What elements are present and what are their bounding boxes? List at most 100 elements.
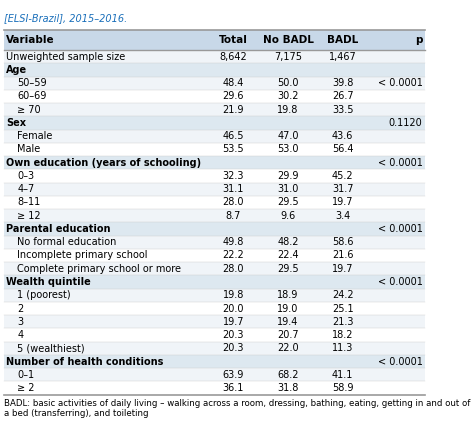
FancyBboxPatch shape	[4, 90, 425, 103]
Text: 48.4: 48.4	[223, 78, 244, 88]
Text: Number of health conditions: Number of health conditions	[7, 357, 164, 367]
Text: 28.0: 28.0	[223, 198, 244, 207]
Text: 46.5: 46.5	[223, 131, 244, 141]
Text: 26.7: 26.7	[332, 92, 354, 101]
FancyBboxPatch shape	[4, 329, 425, 342]
Text: 20.7: 20.7	[277, 330, 299, 340]
FancyBboxPatch shape	[4, 169, 425, 183]
Text: 21.3: 21.3	[332, 317, 354, 327]
Text: 5 (wealthiest): 5 (wealthiest)	[17, 343, 85, 353]
Text: Female: Female	[17, 131, 53, 141]
Text: 28.0: 28.0	[223, 264, 244, 274]
FancyBboxPatch shape	[4, 289, 425, 302]
Text: Complete primary school or more: Complete primary school or more	[17, 264, 181, 274]
Text: 8,642: 8,642	[219, 52, 247, 61]
Text: 58.9: 58.9	[332, 383, 354, 393]
Text: ≥ 12: ≥ 12	[17, 211, 41, 221]
Text: 19.8: 19.8	[277, 105, 299, 114]
Text: 20.3: 20.3	[223, 330, 244, 340]
Text: Sex: Sex	[7, 118, 27, 128]
Text: Unweighted sample size: Unweighted sample size	[7, 52, 126, 61]
Text: < 0.0001: < 0.0001	[378, 224, 422, 234]
Text: 7,175: 7,175	[274, 52, 302, 61]
Text: 31.8: 31.8	[277, 383, 299, 393]
Text: 19.4: 19.4	[277, 317, 299, 327]
Text: 9.6: 9.6	[281, 211, 296, 221]
Text: 58.6: 58.6	[332, 237, 354, 247]
FancyBboxPatch shape	[4, 302, 425, 315]
FancyBboxPatch shape	[4, 275, 425, 289]
Text: < 0.0001: < 0.0001	[378, 78, 422, 88]
Text: 18.9: 18.9	[277, 290, 299, 300]
Text: 8.7: 8.7	[226, 211, 241, 221]
Text: 29.9: 29.9	[277, 171, 299, 181]
Text: 19.7: 19.7	[332, 198, 354, 207]
FancyBboxPatch shape	[4, 103, 425, 116]
Text: 4–7: 4–7	[17, 184, 35, 194]
Text: [ELSI-Brazil], 2015–2016.: [ELSI-Brazil], 2015–2016.	[4, 13, 128, 23]
Text: 32.3: 32.3	[223, 171, 244, 181]
Text: Own education (years of schooling): Own education (years of schooling)	[7, 158, 201, 167]
Text: 0–3: 0–3	[17, 171, 34, 181]
Text: ≥ 2: ≥ 2	[17, 383, 35, 393]
Text: 68.2: 68.2	[277, 370, 299, 380]
Text: < 0.0001: < 0.0001	[378, 277, 422, 287]
Text: 20.0: 20.0	[223, 304, 244, 313]
Text: 22.4: 22.4	[277, 251, 299, 260]
Text: No formal education: No formal education	[17, 237, 117, 247]
Text: 24.2: 24.2	[332, 290, 354, 300]
FancyBboxPatch shape	[4, 183, 425, 196]
Text: Male: Male	[17, 145, 40, 154]
Text: 29.5: 29.5	[277, 198, 299, 207]
Text: ≥ 70: ≥ 70	[17, 105, 41, 114]
FancyBboxPatch shape	[4, 382, 425, 395]
Text: 36.1: 36.1	[223, 383, 244, 393]
FancyBboxPatch shape	[4, 196, 425, 209]
FancyBboxPatch shape	[4, 262, 425, 275]
FancyBboxPatch shape	[4, 156, 425, 169]
Text: BADL: basic activities of daily living – walking across a room, dressing, bathin: BADL: basic activities of daily living –…	[4, 399, 471, 418]
Text: 30.2: 30.2	[277, 92, 299, 101]
Text: 29.6: 29.6	[223, 92, 244, 101]
Text: 19.7: 19.7	[332, 264, 354, 274]
Text: 21.9: 21.9	[223, 105, 244, 114]
Text: BADL: BADL	[327, 35, 358, 45]
Text: 21.6: 21.6	[332, 251, 354, 260]
Text: 0–1: 0–1	[17, 370, 34, 380]
Text: 41.1: 41.1	[332, 370, 353, 380]
Text: 53.5: 53.5	[223, 145, 244, 154]
Text: 22.0: 22.0	[277, 343, 299, 353]
FancyBboxPatch shape	[4, 249, 425, 262]
FancyBboxPatch shape	[4, 222, 425, 236]
Text: Age: Age	[7, 65, 27, 75]
Text: 43.6: 43.6	[332, 131, 353, 141]
Text: Wealth quintile: Wealth quintile	[7, 277, 91, 287]
Text: Total: Total	[219, 35, 248, 45]
Text: 2: 2	[17, 304, 23, 313]
FancyBboxPatch shape	[4, 209, 425, 222]
FancyBboxPatch shape	[4, 236, 425, 249]
Text: 3.4: 3.4	[335, 211, 350, 221]
FancyBboxPatch shape	[4, 143, 425, 156]
Text: 63.9: 63.9	[223, 370, 244, 380]
Text: 8–11: 8–11	[17, 198, 40, 207]
FancyBboxPatch shape	[4, 50, 425, 63]
FancyBboxPatch shape	[4, 342, 425, 355]
FancyBboxPatch shape	[4, 116, 425, 130]
Text: 47.0: 47.0	[277, 131, 299, 141]
Text: 60–69: 60–69	[17, 92, 46, 101]
Text: 50–59: 50–59	[17, 78, 47, 88]
Text: 31.0: 31.0	[277, 184, 299, 194]
Text: 19.0: 19.0	[277, 304, 299, 313]
Text: 0.1120: 0.1120	[389, 118, 422, 128]
Text: 56.4: 56.4	[332, 145, 354, 154]
Text: 53.0: 53.0	[277, 145, 299, 154]
FancyBboxPatch shape	[4, 355, 425, 368]
Text: Variable: Variable	[7, 35, 55, 45]
Text: < 0.0001: < 0.0001	[378, 158, 422, 167]
Text: 45.2: 45.2	[332, 171, 354, 181]
FancyBboxPatch shape	[4, 315, 425, 329]
Text: 22.2: 22.2	[222, 251, 244, 260]
FancyBboxPatch shape	[4, 63, 425, 76]
Text: 25.1: 25.1	[332, 304, 354, 313]
